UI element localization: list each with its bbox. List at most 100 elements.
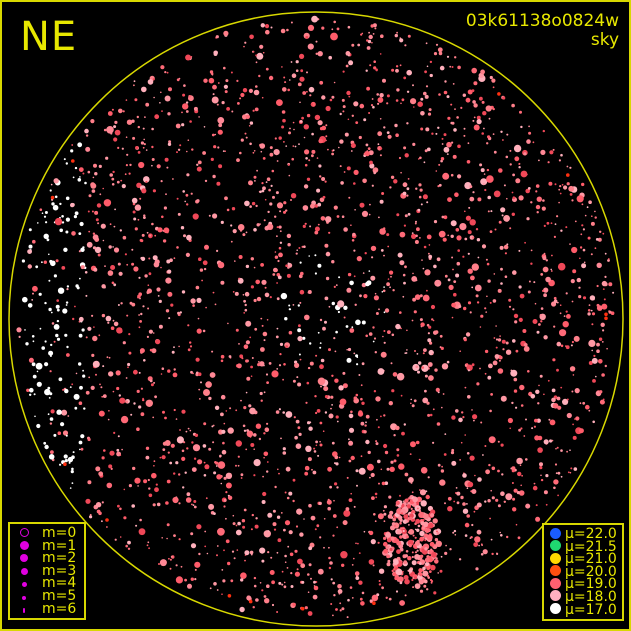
star (503, 215, 510, 222)
star (506, 243, 509, 246)
star (129, 163, 132, 167)
star (305, 401, 308, 404)
star (547, 379, 550, 382)
star (78, 167, 84, 173)
star (101, 501, 104, 504)
star (28, 357, 34, 363)
star (191, 467, 197, 472)
star (415, 365, 419, 369)
star (565, 226, 568, 229)
star (385, 532, 391, 538)
star (80, 434, 85, 439)
star (90, 182, 96, 188)
star (250, 257, 254, 261)
star (454, 56, 457, 59)
magnitude-legend-item: m=6 (16, 602, 78, 615)
star (535, 516, 541, 522)
star (243, 406, 247, 410)
star (202, 260, 208, 266)
star (486, 262, 490, 266)
star (398, 156, 402, 160)
star (68, 461, 71, 464)
star (518, 490, 525, 496)
star (338, 592, 341, 595)
star (349, 586, 353, 589)
star (394, 576, 399, 581)
star (253, 150, 256, 152)
star (370, 275, 376, 281)
star (465, 97, 471, 103)
star (440, 469, 445, 473)
star (243, 312, 246, 314)
star (378, 216, 380, 219)
star (59, 228, 63, 233)
star (455, 487, 458, 489)
star (170, 555, 173, 558)
star (463, 127, 466, 130)
star (84, 128, 89, 134)
star (370, 24, 374, 28)
brightness-legend-item: μ=18.0 (550, 590, 617, 604)
star (509, 427, 512, 430)
star (255, 517, 258, 520)
star (519, 293, 525, 299)
star (213, 52, 218, 56)
star (485, 469, 490, 475)
star (427, 112, 432, 116)
star (266, 584, 270, 588)
star (93, 326, 95, 328)
star (160, 91, 162, 94)
star (245, 231, 248, 234)
star (317, 377, 326, 386)
star (350, 410, 353, 414)
star (481, 100, 485, 104)
star (332, 453, 335, 456)
star (506, 197, 508, 200)
star (337, 310, 340, 314)
star (250, 553, 253, 556)
star (110, 132, 113, 135)
star (497, 504, 501, 508)
star (412, 297, 416, 302)
star (112, 246, 114, 248)
star (246, 376, 251, 381)
star (120, 302, 123, 305)
star (55, 333, 59, 338)
star (596, 303, 600, 307)
star (500, 491, 505, 497)
star (62, 308, 68, 314)
star (380, 34, 384, 38)
star (545, 474, 549, 478)
star (263, 530, 271, 538)
star (295, 252, 298, 255)
star (197, 160, 202, 165)
star (70, 149, 74, 153)
star (277, 275, 282, 280)
star (345, 64, 349, 68)
star (217, 129, 223, 135)
star (374, 520, 377, 523)
star (92, 335, 98, 342)
star (292, 145, 295, 147)
star (495, 338, 499, 341)
star (310, 103, 314, 106)
star (348, 60, 354, 66)
star (559, 312, 562, 315)
star (215, 35, 219, 39)
star (594, 247, 597, 250)
star (561, 183, 564, 186)
star (50, 311, 53, 314)
star (449, 548, 452, 551)
star (319, 175, 322, 178)
star (359, 103, 365, 109)
star (357, 542, 359, 545)
star (165, 309, 170, 313)
star (56, 319, 60, 323)
star (334, 378, 339, 383)
star (347, 272, 352, 277)
star (323, 386, 329, 392)
star (512, 308, 515, 311)
star (371, 98, 374, 100)
star (488, 363, 493, 369)
star (264, 286, 267, 289)
